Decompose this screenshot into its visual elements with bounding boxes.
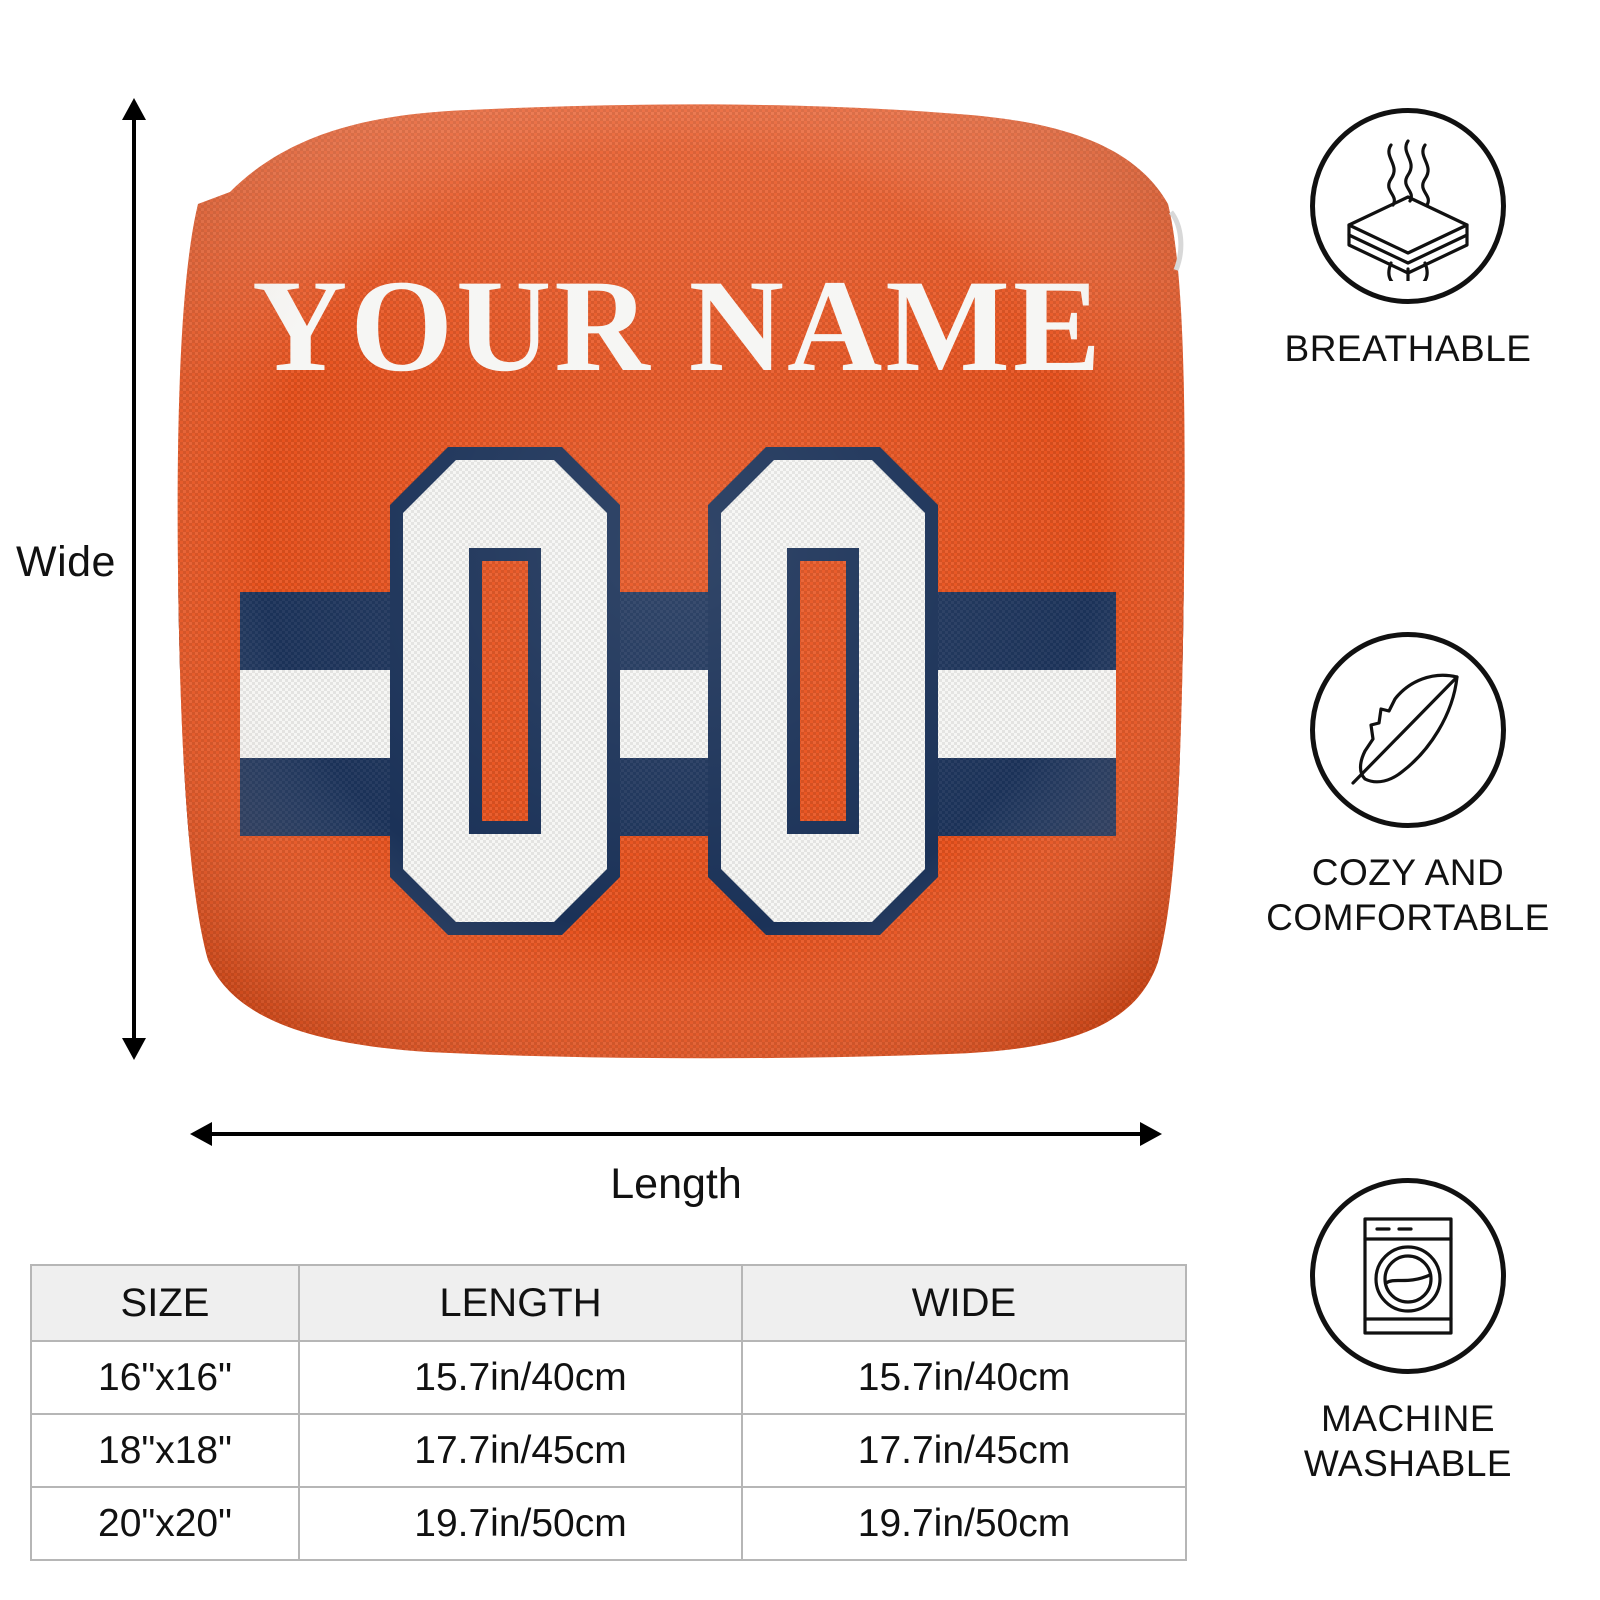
pillow-product-image: YOUR NAME xyxy=(168,100,1188,1060)
feature-washable-caption: MACHINE WASHABLE xyxy=(1303,1398,1513,1485)
feature-cozy: COZY AND COMFORTABLE xyxy=(1228,632,1588,940)
length-dimension-arrow xyxy=(190,1122,1162,1146)
pillow-face: YOUR NAME xyxy=(177,104,1185,1059)
feather-icon xyxy=(1310,632,1506,828)
wide-arrow-shaft xyxy=(132,112,136,1046)
cell-length: 19.7in/50cm xyxy=(298,1486,743,1561)
table-row: 16"x16" 15.7in/40cm 15.7in/40cm xyxy=(30,1340,1187,1415)
cell-wide: 17.7in/45cm xyxy=(741,1413,1187,1488)
feature-breathable: BREATHABLE xyxy=(1228,108,1588,371)
cell-wide: 15.7in/40cm xyxy=(741,1340,1187,1415)
table-row: 18"x18" 17.7in/45cm 17.7in/45cm xyxy=(30,1413,1187,1488)
pillow-illustration: YOUR NAME xyxy=(177,104,1185,1059)
wide-dimension-label: Wide xyxy=(16,538,116,586)
cell-size: 18"x18" xyxy=(30,1413,300,1488)
column-header-length: LENGTH xyxy=(298,1264,743,1342)
breathable-fabric-layers-icon xyxy=(1310,108,1506,304)
length-dimension-label: Length xyxy=(610,1160,742,1208)
column-header-wide: WIDE xyxy=(741,1264,1187,1342)
wide-arrow-head-bottom xyxy=(122,1038,146,1060)
care-tag xyxy=(1168,210,1184,271)
length-arrow-shaft xyxy=(204,1132,1148,1136)
feature-washable: MACHINE WASHABLE xyxy=(1228,1178,1588,1486)
cell-length: 17.7in/45cm xyxy=(298,1413,743,1488)
cell-size: 16"x16" xyxy=(30,1340,300,1415)
washing-machine-glyph xyxy=(1363,1217,1453,1335)
feather-glyph xyxy=(1351,673,1459,785)
cell-length: 15.7in/40cm xyxy=(298,1340,743,1415)
length-arrow-head-right xyxy=(1140,1122,1162,1146)
cell-size: 20"x20" xyxy=(30,1486,300,1561)
table-header-row: SIZE LENGTH WIDE xyxy=(30,1264,1187,1342)
length-arrow-head-left xyxy=(190,1122,212,1146)
wide-arrow-head-top xyxy=(122,98,146,120)
feature-cozy-caption: COZY AND COMFORTABLE xyxy=(1266,852,1550,939)
washing-machine-icon xyxy=(1310,1178,1506,1374)
cell-wide: 19.7in/50cm xyxy=(741,1486,1187,1561)
column-header-size: SIZE xyxy=(30,1264,300,1342)
size-chart-table: SIZE LENGTH WIDE 16"x16" 15.7in/40cm 15.… xyxy=(30,1264,1187,1561)
table-row: 20"x20" 19.7in/50cm 19.7in/50cm xyxy=(30,1486,1187,1561)
wide-dimension-arrow xyxy=(122,98,146,1060)
feature-breathable-caption: BREATHABLE xyxy=(1284,328,1532,369)
breathable-glyph xyxy=(1347,139,1469,281)
